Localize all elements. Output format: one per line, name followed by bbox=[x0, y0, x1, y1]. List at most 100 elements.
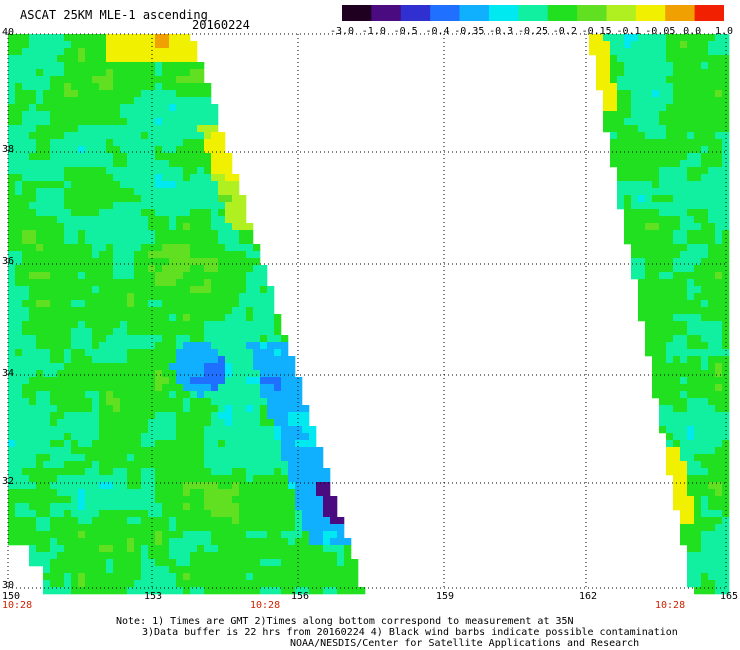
wind-cell bbox=[92, 328, 100, 336]
wind-cell bbox=[99, 216, 107, 224]
wind-cell bbox=[617, 69, 625, 77]
wind-cell bbox=[722, 69, 730, 77]
wind-cell bbox=[134, 496, 142, 504]
wind-cell bbox=[169, 223, 177, 231]
wind-cell bbox=[218, 356, 226, 364]
wind-cell bbox=[197, 433, 205, 441]
wind-cell bbox=[701, 405, 709, 413]
wind-cell bbox=[617, 174, 625, 182]
wind-cell bbox=[43, 223, 51, 231]
wind-cell bbox=[351, 573, 359, 581]
wind-cell bbox=[687, 230, 695, 238]
wind-cell bbox=[680, 321, 688, 329]
wind-cell bbox=[673, 300, 681, 308]
wind-cell bbox=[645, 153, 653, 161]
wind-cell bbox=[708, 209, 716, 217]
wind-cell bbox=[78, 440, 86, 448]
wind-cell bbox=[211, 286, 219, 294]
wind-cell bbox=[169, 314, 177, 322]
wind-cell bbox=[148, 76, 156, 84]
wind-cell bbox=[99, 55, 107, 63]
wind-cell bbox=[232, 342, 240, 350]
wind-cell bbox=[260, 447, 268, 455]
wind-cell bbox=[148, 244, 156, 252]
wind-cell bbox=[302, 461, 310, 469]
wind-cell bbox=[715, 335, 723, 343]
wind-cell bbox=[169, 391, 177, 399]
wind-cell bbox=[225, 230, 233, 238]
wind-cell bbox=[708, 349, 716, 357]
wind-cell bbox=[715, 440, 723, 448]
wind-cell bbox=[274, 419, 282, 427]
wind-cell bbox=[22, 230, 30, 238]
wind-cell bbox=[64, 153, 72, 161]
wind-cell bbox=[8, 76, 16, 84]
wind-cell bbox=[99, 41, 107, 49]
wind-cell bbox=[687, 335, 695, 343]
wind-cell bbox=[232, 272, 240, 280]
wind-cell bbox=[211, 398, 219, 406]
wind-cell bbox=[36, 321, 44, 329]
wind-cell bbox=[666, 97, 674, 105]
wind-cell bbox=[50, 580, 58, 588]
wind-cell bbox=[652, 160, 660, 168]
wind-cell bbox=[155, 223, 163, 231]
wind-cell bbox=[127, 83, 135, 91]
wind-cell bbox=[190, 482, 198, 490]
wind-cell bbox=[134, 118, 142, 126]
wind-cell bbox=[113, 69, 121, 77]
wind-cell bbox=[204, 223, 212, 231]
wind-cell bbox=[169, 307, 177, 315]
wind-cell bbox=[127, 573, 135, 581]
wind-cell bbox=[673, 125, 681, 133]
wind-cell bbox=[687, 447, 695, 455]
wind-cell bbox=[183, 307, 191, 315]
wind-cell bbox=[680, 244, 688, 252]
note-line-3: NOAA/NESDIS/Center for Satellite Applica… bbox=[290, 638, 640, 649]
wind-cell bbox=[673, 475, 681, 483]
wind-cell bbox=[176, 118, 184, 126]
wind-cell bbox=[211, 111, 219, 119]
wind-cell bbox=[99, 125, 107, 133]
wind-cell bbox=[638, 48, 646, 56]
wind-cell bbox=[715, 552, 723, 560]
wind-cell bbox=[673, 398, 681, 406]
wind-cell bbox=[141, 286, 149, 294]
wind-cell bbox=[8, 216, 16, 224]
wind-cell bbox=[99, 300, 107, 308]
wind-cell bbox=[50, 391, 58, 399]
wind-cell bbox=[127, 279, 135, 287]
wind-cell bbox=[708, 307, 716, 315]
wind-cell bbox=[155, 475, 163, 483]
wind-cell bbox=[176, 132, 184, 140]
wind-cell bbox=[281, 349, 289, 357]
wind-cell bbox=[316, 587, 324, 595]
wind-cell bbox=[281, 510, 289, 518]
wind-cell bbox=[295, 587, 303, 595]
wind-cell bbox=[155, 314, 163, 322]
wind-cell bbox=[113, 160, 121, 168]
wind-cell bbox=[239, 475, 247, 483]
wind-cell bbox=[36, 216, 44, 224]
wind-cell bbox=[309, 461, 317, 469]
wind-cell bbox=[71, 48, 79, 56]
wind-cell bbox=[715, 258, 723, 266]
colorbar-segment bbox=[547, 5, 578, 21]
wind-cell bbox=[624, 230, 632, 238]
wind-cell bbox=[190, 328, 198, 336]
wind-cell bbox=[708, 83, 716, 91]
wind-cell bbox=[64, 111, 72, 119]
wind-cell bbox=[274, 587, 282, 595]
wind-cell bbox=[50, 216, 58, 224]
wind-cell bbox=[281, 412, 289, 420]
colorbar-label: -1.0 bbox=[361, 26, 386, 37]
wind-cell bbox=[176, 55, 184, 63]
wind-cell bbox=[715, 349, 723, 357]
wind-cell bbox=[281, 524, 289, 532]
wind-cell bbox=[36, 188, 44, 196]
wind-cell bbox=[673, 440, 681, 448]
wind-cell bbox=[15, 447, 23, 455]
wind-cell bbox=[141, 517, 149, 525]
wind-cell bbox=[148, 230, 156, 238]
wind-cell bbox=[617, 111, 625, 119]
